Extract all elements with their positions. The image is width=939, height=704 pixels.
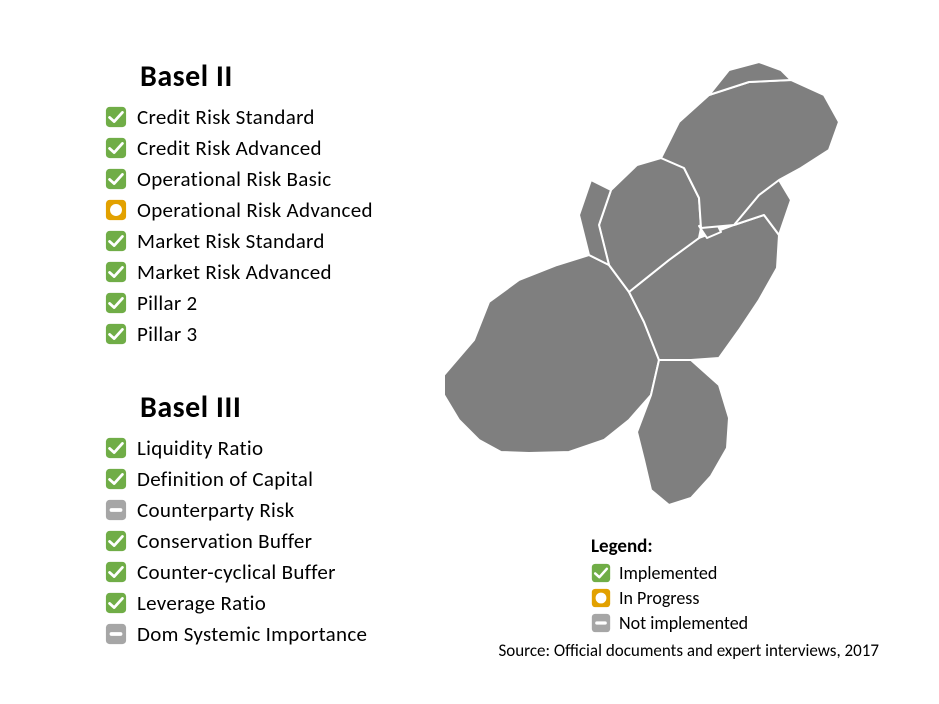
- section-title-0: Basel II: [140, 58, 425, 95]
- section-items-0: Credit Risk Standard Credit Risk Advanced…: [105, 103, 425, 348]
- check-icon: [105, 106, 127, 128]
- root: Basel II Credit Risk StandardCredit Risk…: [0, 0, 939, 704]
- not-implemented-icon: [591, 613, 611, 633]
- list-item: Leverage Ratio: [105, 589, 425, 617]
- list-item: Liquidity Ratio: [105, 434, 425, 462]
- source-text: Source: Official documents and expert in…: [498, 640, 879, 661]
- item-label: Credit Risk Advanced: [137, 135, 322, 161]
- item-label: Conservation Buffer: [137, 528, 312, 554]
- check-icon: [105, 230, 127, 252]
- section-items-1: Liquidity Ratio Definition of Capital Coun…: [105, 434, 425, 648]
- item-label: Market Risk Advanced: [137, 259, 332, 285]
- list-item: Conservation Buffer: [105, 527, 425, 555]
- list-item: Pillar 3: [105, 320, 425, 348]
- check-icon: [105, 261, 127, 283]
- list-item: Credit Risk Standard: [105, 103, 425, 131]
- item-label: Counterparty Risk: [137, 497, 295, 523]
- item-label: Pillar 3: [137, 321, 197, 347]
- check-icon: [105, 592, 127, 614]
- item-label: Market Risk Standard: [137, 228, 325, 254]
- legend-item: In Progress: [591, 587, 791, 609]
- check-icon: [105, 292, 127, 314]
- legend-title: Legend:: [591, 535, 791, 558]
- item-label: Liquidity Ratio: [137, 435, 263, 461]
- list-item: Credit Risk Advanced: [105, 134, 425, 162]
- item-label: Counter-cyclical Buffer: [137, 559, 336, 585]
- list-item: Definition of Capital: [105, 465, 425, 493]
- list-item: Operational Risk Basic: [105, 165, 425, 193]
- legend-label: Implemented: [619, 562, 717, 584]
- check-icon: [105, 168, 127, 190]
- section-title-1: Basel III: [140, 389, 425, 426]
- progress-icon: [105, 199, 127, 221]
- check-icon: [105, 323, 127, 345]
- list-item: Market Risk Advanced: [105, 258, 425, 286]
- list-item: Pillar 2: [105, 289, 425, 317]
- progress-icon: [591, 588, 611, 608]
- not-implemented-icon: [105, 623, 127, 645]
- check-icon: [105, 530, 127, 552]
- list-item: Counterparty Risk: [105, 496, 425, 524]
- list-item: Dom Systemic Importance: [105, 620, 425, 648]
- legend-item: Not implemented: [591, 612, 791, 634]
- legend-items: Implemented In Progress Not implemented: [591, 562, 791, 634]
- check-icon: [105, 437, 127, 459]
- item-label: Leverage Ratio: [137, 590, 266, 616]
- legend-item: Implemented: [591, 562, 791, 584]
- legend-label: Not implemented: [619, 612, 748, 634]
- item-label: Dom Systemic Importance: [137, 621, 367, 647]
- list-item: Market Risk Standard: [105, 227, 425, 255]
- not-implemented-icon: [105, 499, 127, 521]
- item-label: Operational Risk Advanced: [137, 197, 373, 223]
- item-label: Credit Risk Standard: [137, 104, 315, 130]
- item-label: Operational Risk Basic: [137, 166, 331, 192]
- list-item: Counter-cyclical Buffer: [105, 558, 425, 586]
- legend: Legend: Implemented In Progress Not implem…: [591, 535, 791, 637]
- check-icon: [105, 468, 127, 490]
- section-gap: [105, 351, 425, 389]
- item-label: Pillar 2: [137, 290, 197, 316]
- legend-label: In Progress: [619, 587, 699, 609]
- left-column: Basel II Credit Risk StandardCredit Risk…: [105, 58, 425, 651]
- list-item: Operational Risk Advanced: [105, 196, 425, 224]
- check-icon: [105, 561, 127, 583]
- check-icon: [105, 137, 127, 159]
- item-label: Definition of Capital: [137, 466, 313, 492]
- check-icon: [591, 563, 611, 583]
- map-pakistan: [429, 40, 904, 520]
